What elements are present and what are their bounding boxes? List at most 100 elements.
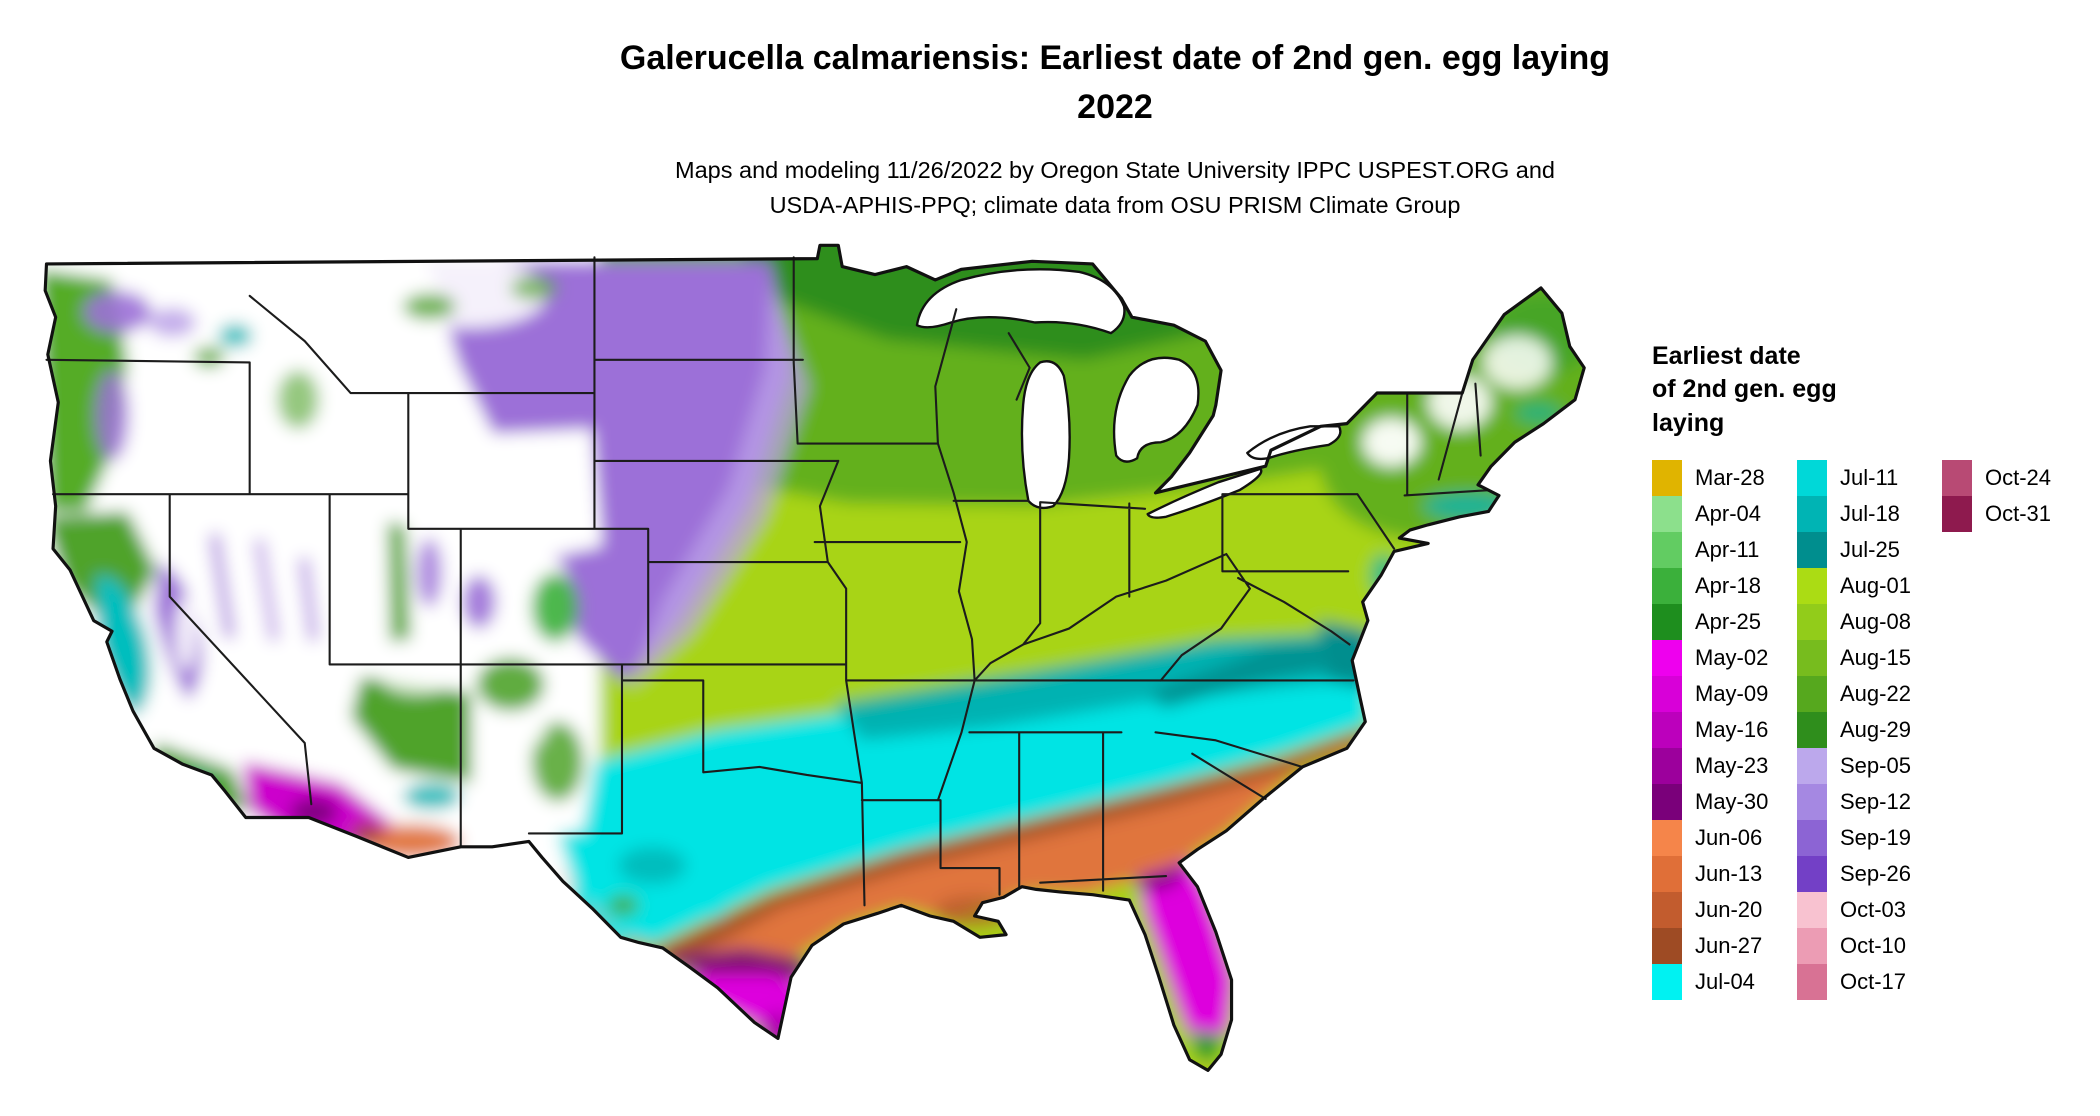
- legend-entry: Apr-11: [1652, 532, 1768, 568]
- legend-entry: Aug-15: [1797, 640, 1911, 676]
- legend-swatch: [1652, 820, 1682, 856]
- legend-swatch: [1652, 964, 1682, 1000]
- map-raster-blobs: [45, 245, 1585, 1071]
- legend-entry: Jun-27: [1652, 928, 1768, 964]
- legend-swatch: [1797, 532, 1827, 568]
- legend-entry: May-16: [1652, 712, 1768, 748]
- legend-entry: May-23: [1652, 748, 1768, 784]
- legend-swatch: [1942, 460, 1972, 496]
- legend-label: Aug-29: [1840, 717, 1911, 742]
- legend-label: May-30: [1695, 789, 1769, 814]
- map-title: Galerucella calmariensis: Earliest date …: [140, 34, 2090, 133]
- legend-label: Sep-26: [1840, 861, 1911, 886]
- legend-label: Oct-17: [1840, 969, 1907, 994]
- legend-entry: May-09: [1652, 676, 1768, 712]
- legend-entry: Jun-13: [1652, 856, 1768, 892]
- legend-label: Jun-20: [1695, 897, 1763, 922]
- legend-label: Jun-13: [1695, 861, 1763, 886]
- legend-entry: Jul-25: [1797, 532, 1911, 568]
- great-lakes: [915, 268, 1342, 519]
- legend-title-line1: Earliest date: [1652, 342, 1801, 370]
- legend-label: May-09: [1695, 681, 1769, 706]
- legend-swatch: [1652, 604, 1682, 640]
- legend-column-1: Mar-28 Apr-04 Apr-11 Apr-18 Apr-25 May-0…: [1652, 460, 1768, 1000]
- legend-entry: Aug-08: [1797, 604, 1911, 640]
- map-title-line2: 2022: [1077, 88, 1153, 127]
- legend-label: Aug-01: [1840, 573, 1911, 598]
- legend-label: May-23: [1695, 753, 1769, 778]
- legend-entry: Apr-04: [1652, 496, 1768, 532]
- legend-swatch: [1652, 892, 1682, 928]
- legend-title: Earliest date of 2nd gen. egg laying: [1652, 340, 2098, 440]
- legend-swatch: [1652, 496, 1682, 532]
- region-central-valley-teal: [96, 574, 151, 717]
- legend-swatch: [1652, 568, 1682, 604]
- us-map-svg: [43, 243, 1586, 1072]
- legend-swatch: [1652, 856, 1682, 892]
- legend-label: Aug-15: [1840, 645, 1911, 670]
- legend-entry: Oct-10: [1797, 928, 1911, 964]
- legend-entry: Aug-22: [1797, 676, 1911, 712]
- us-outline: [43, 243, 1586, 1072]
- legend-label: Apr-04: [1695, 501, 1762, 526]
- legend-entry: Sep-12: [1797, 784, 1911, 820]
- legend-swatch: [1942, 496, 1972, 532]
- legend: Earliest date of 2nd gen. egg laying Mar…: [1652, 340, 2098, 1040]
- map-subtitle-line2: USDA-APHIS-PPQ; climate data from OSU PR…: [769, 191, 1461, 218]
- legend-swatch: [1652, 712, 1682, 748]
- legend-column-2: Jul-11 Jul-18 Jul-25 Aug-01 Aug-08 Aug-1…: [1797, 460, 1911, 1000]
- legend-swatch: [1797, 856, 1827, 892]
- legend-entry: Jul-04: [1652, 964, 1768, 1000]
- legend-entry: Sep-05: [1797, 748, 1911, 784]
- legend-swatch: [1652, 460, 1682, 496]
- lake-huron: [1112, 356, 1200, 463]
- legend-entry: Aug-01: [1797, 568, 1911, 604]
- legend-label: Apr-25: [1695, 609, 1762, 634]
- region-july-cyan-band: [562, 639, 1368, 946]
- legend-swatch: [1652, 748, 1682, 784]
- legend-label: Jun-06: [1695, 825, 1763, 850]
- legend-entry: Sep-26: [1797, 856, 1911, 892]
- title-block: Galerucella calmariensis: Earliest date …: [140, 34, 2090, 223]
- legend-label: Oct-03: [1840, 897, 1907, 922]
- legend-swatch: [1797, 928, 1827, 964]
- legend-swatch: [1797, 640, 1827, 676]
- legend-swatch: [1797, 964, 1827, 1000]
- legend-label: Jul-18: [1840, 501, 1900, 526]
- legend-label: May-02: [1695, 645, 1769, 670]
- map-subtitle: Maps and modeling 11/26/2022 by Oregon S…: [140, 153, 2090, 224]
- legend-label: Jul-11: [1840, 465, 1899, 490]
- legend-label: Apr-18: [1695, 573, 1762, 598]
- legend-label: Jul-04: [1695, 969, 1755, 994]
- legend-entry: Sep-19: [1797, 820, 1911, 856]
- map-data-layer: [45, 245, 1585, 1071]
- region-june-brown-fringe: [652, 729, 1368, 964]
- legend-swatch: [1652, 676, 1682, 712]
- legend-label: May-16: [1695, 717, 1769, 742]
- legend-label: Sep-05: [1840, 753, 1911, 778]
- lake-superior: [915, 268, 1126, 335]
- us-map: [36, 240, 1596, 1085]
- legend-entry: Mar-28: [1652, 460, 1768, 496]
- lake-michigan: [1020, 360, 1071, 510]
- legend-swatch: [1652, 640, 1682, 676]
- legend-swatch: [1652, 784, 1682, 820]
- legend-swatch: [1797, 604, 1827, 640]
- legend-swatch: [1652, 532, 1682, 568]
- legend-entry: Oct-03: [1797, 892, 1911, 928]
- legend-label: Sep-19: [1840, 825, 1911, 850]
- legend-swatch: [1797, 820, 1827, 856]
- legend-label: Aug-22: [1840, 681, 1911, 706]
- legend-label: Oct-24: [1985, 465, 2052, 490]
- legend-label: Oct-31: [1985, 501, 2052, 526]
- legend-swatch: [1797, 784, 1827, 820]
- legend-entry: Apr-18: [1652, 568, 1768, 604]
- legend-entry: Jun-06: [1652, 820, 1768, 856]
- legend-label: Jun-27: [1695, 933, 1763, 958]
- legend-entry: Jul-11: [1797, 460, 1911, 496]
- legend-swatch: [1797, 460, 1827, 496]
- legend-entry: May-02: [1652, 640, 1768, 676]
- legend-swatch: [1797, 496, 1827, 532]
- legend-entry: Apr-25: [1652, 604, 1768, 640]
